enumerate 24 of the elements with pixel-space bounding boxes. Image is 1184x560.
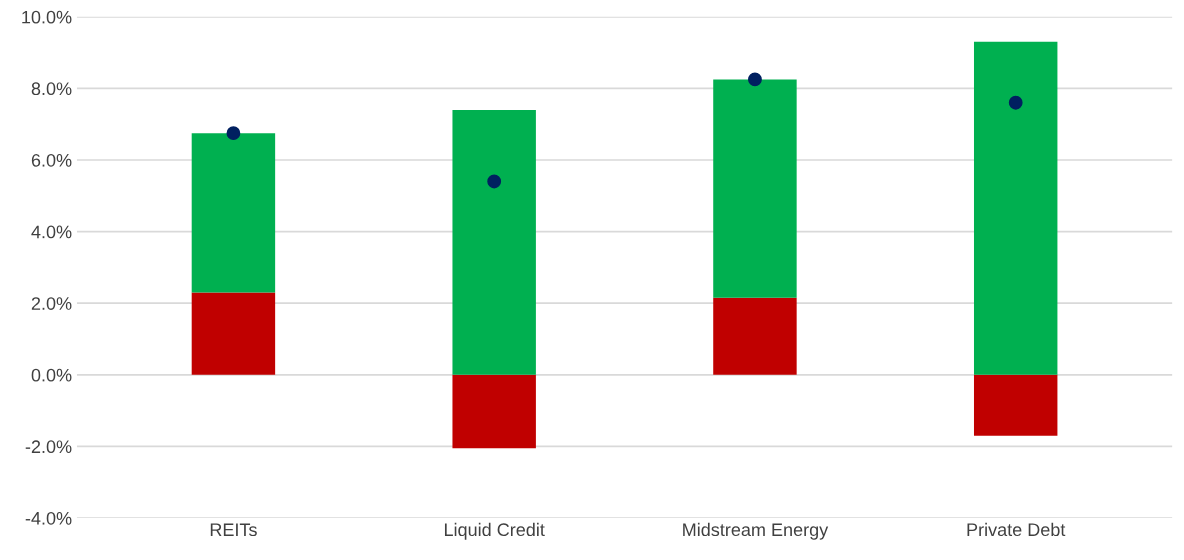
point <box>1008 95 1023 110</box>
y-tick-label: 10.0% <box>22 10 72 24</box>
x-tick-label: Liquid Credit <box>444 522 545 540</box>
bar <box>713 297 797 375</box>
y-tick-label: 2.0% <box>31 297 72 310</box>
bar <box>973 41 1058 375</box>
y-tick-label: -4.0% <box>25 511 72 525</box>
bar <box>191 292 276 375</box>
bar <box>452 109 536 375</box>
bar <box>973 374 1058 436</box>
y-tick-label: 8.0% <box>31 82 72 96</box>
x-tick-label: Private Debt <box>967 522 1066 537</box>
x-tick-label: REITs <box>210 523 257 537</box>
point <box>748 72 762 87</box>
y-tick-label: 6.0% <box>31 153 72 167</box>
y-tick-label: 4.0% <box>31 225 72 239</box>
bar <box>452 374 536 449</box>
point <box>487 174 502 189</box>
y-tick-label: -2.0% <box>25 440 72 454</box>
bar <box>713 79 797 298</box>
bar <box>191 133 276 293</box>
point <box>226 126 241 141</box>
x-tick-label: Midstream Energy <box>683 522 829 540</box>
y-tick-label: 0.0% <box>31 368 72 382</box>
